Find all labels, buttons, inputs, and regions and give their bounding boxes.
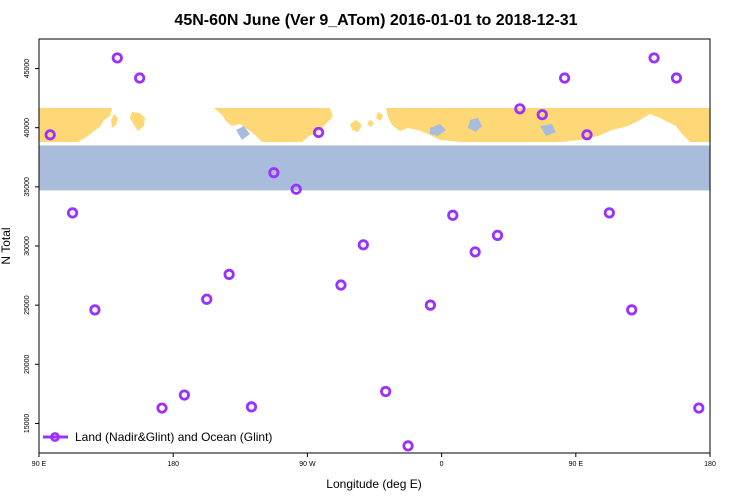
data-point [290, 183, 302, 195]
data-point [201, 293, 213, 305]
data-point [536, 109, 548, 121]
y-tick-label: 45000 [24, 59, 31, 79]
y-tick-label: 35000 [24, 177, 31, 197]
y-axis-label: N Total [0, 227, 13, 264]
x-tick-label: 90 E [32, 461, 47, 468]
x-tick-label: 180 [167, 461, 179, 468]
data-point [626, 304, 638, 316]
data-point [357, 239, 369, 251]
data-point [111, 52, 123, 64]
legend-label: Land (Nadir&Glint) and Ocean (Glint) [75, 430, 272, 444]
data-point [335, 279, 347, 291]
y-tick-label: 30000 [24, 236, 31, 256]
data-point [156, 402, 168, 414]
y-tick-label: 25000 [24, 295, 31, 315]
map-ocean [39, 145, 710, 191]
x-tick-label: 180 [704, 461, 716, 468]
data-point [424, 299, 437, 311]
chart-title: 45N-60N June (Ver 9_ATom) 2016-01-01 to … [174, 12, 577, 29]
x-tick-label: 90 E [569, 461, 584, 468]
data-point [223, 268, 235, 280]
legend: Land (Nadir&Glint) and Ocean (Glint) [43, 430, 272, 444]
data-point [447, 209, 459, 221]
data-point [648, 52, 660, 64]
data-point [312, 126, 325, 139]
data-point [559, 72, 571, 84]
data-point [89, 304, 101, 316]
data-point [268, 167, 280, 179]
legend-marker [50, 432, 60, 442]
data-point [670, 72, 683, 84]
data-point [380, 385, 392, 398]
data-point [603, 207, 615, 219]
data-point [402, 440, 414, 452]
data-point [134, 72, 146, 84]
world-map-band [39, 108, 710, 191]
y-axis: 15000 20000 25000 30000 35000 40000 45000 [24, 59, 39, 433]
data-point [514, 103, 526, 115]
x-tick-label: 0 [440, 461, 444, 468]
map-seas [236, 118, 556, 140]
y-tick-label: 15000 [24, 414, 31, 434]
data-point [581, 129, 593, 141]
data-point [178, 389, 190, 401]
x-axis: 90 E 180 90 W 0 90 E 180 [32, 453, 716, 468]
data-point [44, 129, 56, 141]
x-tick-label: 90 W [299, 461, 316, 468]
y-tick-label: 40000 [24, 118, 31, 138]
plot-frame [38, 38, 711, 454]
data-point [66, 207, 79, 219]
data-point [469, 246, 481, 258]
data-point [245, 401, 258, 413]
data-point [693, 402, 705, 414]
data-point [491, 229, 504, 241]
map-land [39, 108, 710, 142]
data-points [44, 52, 705, 452]
y-tick-label: 20000 [24, 354, 31, 374]
x-axis-label: Longitude (deg E) [326, 477, 421, 491]
